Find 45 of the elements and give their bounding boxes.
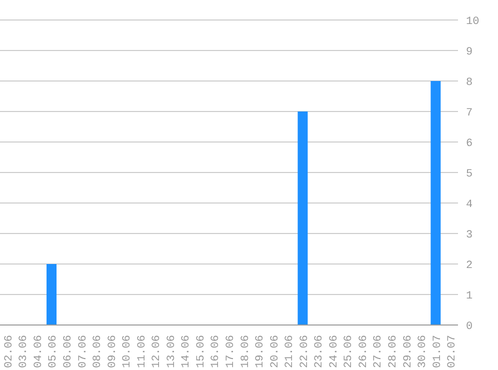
y-tick-label: 5 [466, 168, 473, 180]
x-tick-label: 30.06 [417, 335, 430, 368]
x-tick-label: 04.06 [32, 335, 45, 368]
x-tick-label: 15.06 [195, 335, 208, 368]
x-tick-label: 06.06 [62, 335, 74, 368]
y-tick-label: 3 [466, 229, 473, 242]
y-tick-label: 1 [466, 290, 473, 302]
x-tick-label: 19.06 [254, 335, 267, 368]
y-tick-label: 7 [466, 107, 473, 120]
bar [430, 81, 441, 325]
x-tick-label: 03.06 [18, 335, 30, 368]
y-tick-label: 2 [466, 260, 473, 272]
x-tick-label: 13.06 [166, 335, 178, 368]
bar [46, 264, 57, 325]
x-tick-label: 23.06 [314, 335, 326, 368]
bar [298, 112, 308, 325]
x-tick-label: 20.06 [269, 335, 282, 368]
x-tick-label: 24.06 [328, 335, 340, 368]
y-tick-label: 8 [466, 76, 473, 89]
x-tick-label: 11.06 [136, 335, 148, 368]
x-tick-label: 22.06 [298, 335, 311, 368]
y-tick-label: 9 [466, 46, 473, 58]
x-tick-label: 26.06 [358, 335, 370, 368]
x-tick-label: 10.06 [122, 335, 134, 368]
x-tick-label: 07.06 [77, 335, 90, 368]
x-tick-label: 18.06 [240, 335, 252, 368]
x-tick-label: 02.06 [3, 335, 16, 368]
x-tick-label: 25.06 [343, 335, 356, 368]
y-tick-label: 6 [466, 138, 473, 150]
x-tick-label: 14.06 [180, 335, 193, 368]
x-tick-label: 16.06 [210, 335, 222, 368]
x-tick-label: 17.06 [225, 335, 237, 368]
x-tick-label: 29.06 [402, 335, 414, 368]
x-tick-label: 01.07 [432, 335, 444, 368]
y-tick-label: 0 [466, 320, 473, 333]
x-tick-label: 21.06 [284, 335, 296, 368]
y-tick-label: 4 [466, 198, 473, 211]
x-tick-label: 02.07 [446, 335, 459, 368]
x-tick-label: 28.06 [388, 335, 400, 368]
x-tick-label: 12.06 [151, 335, 164, 368]
x-tick-label: 09.06 [106, 335, 119, 368]
x-tick-label: 08.06 [92, 335, 104, 368]
y-tick-label: 10 [466, 16, 480, 28]
x-tick-label: 27.06 [372, 335, 385, 368]
x-tick-label: 05.06 [48, 335, 60, 368]
